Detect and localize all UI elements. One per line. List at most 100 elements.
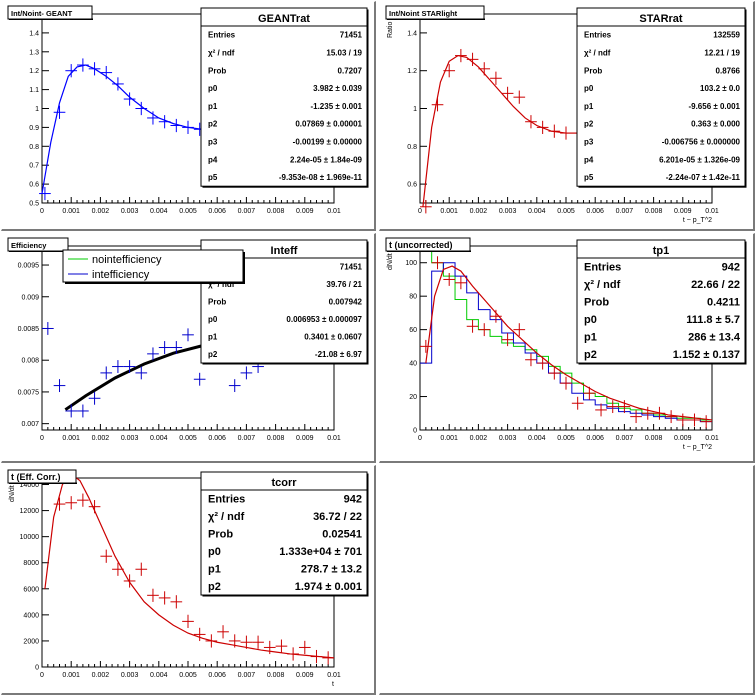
y-tick-label: 1.3 (29, 49, 39, 56)
stats-key: p2 (584, 349, 597, 361)
x-tick-label: 0.003 (499, 435, 517, 442)
x-tick-label: 0.001 (62, 435, 80, 442)
chart-geant-ratio: 0 0.001 0.002 0.003 0.004 0.005 0.006 0.007 0.00… (7, 5, 369, 215)
x-tick-label: 0.008 (645, 435, 663, 442)
y-tick-label: 0.8 (407, 144, 417, 151)
x-tick-label: 0.006 (586, 208, 604, 215)
y-tick-label: 0.8 (29, 144, 39, 151)
y-tick-label: 0 (35, 665, 39, 672)
stats-box (200, 471, 368, 596)
x-tick-label: 0.009 (674, 435, 692, 442)
stats-value: 71451 (340, 263, 363, 272)
x-tick-label: 0.009 (296, 208, 314, 215)
stats-value: -2.24e-07 ± 1.42e-11 (666, 173, 741, 182)
stats-key: p0 (584, 314, 597, 326)
fit-curve (44, 473, 335, 659)
x-tick-label: 0.007 (616, 208, 634, 215)
y-tick-label: 0.007 (21, 421, 39, 428)
plot-title: Efficiency (11, 241, 47, 250)
x-tick-label: 0.01 (327, 435, 341, 442)
pad-geant-ratio[interactable]: 0 0.001 0.002 0.003 0.004 0.005 0.006 0.007 0.00… (1, 1, 376, 231)
stats-value: 1.974 ± 0.001 (295, 581, 362, 593)
x-tick-label: 0.002 (470, 208, 488, 215)
x-tick-label: 0.003 (121, 208, 139, 215)
x-tick-label: 0.01 (705, 208, 719, 215)
y-tick-label: 0 (413, 428, 417, 435)
stats-key: p1 (584, 332, 597, 344)
x-axis-label: t ~ p_T^2 (683, 444, 712, 451)
stats-key: p0 (208, 546, 221, 558)
y-axis-label: dN/dt (9, 485, 16, 502)
stats-key: p1 (208, 564, 221, 576)
y-tick-label: 0.5 (29, 201, 39, 208)
x-tick-label: 0.009 (296, 672, 314, 679)
x-tick-label: 0.007 (238, 435, 256, 442)
pad-starlight-ratio[interactable]: 0 0.001 0.002 0.003 0.004 0.005 0.006 0.007 0.00… (379, 1, 755, 231)
legend-label-0: nointefficiency (92, 254, 162, 266)
stats-value: 1.333e+04 ± 701 (279, 546, 362, 558)
pad-t-eff-corr[interactable]: 0 0.001 0.002 0.003 0.004 0.005 0.006 0.007 0.00… (1, 465, 376, 695)
x-tick-label: 0.005 (179, 208, 197, 215)
stats-key: p5 (584, 173, 594, 182)
stats-box (200, 7, 368, 187)
x-tick-label: 0.008 (267, 208, 285, 215)
stats-key: χ² / ndf (208, 49, 235, 58)
stats-value: 286 ± 13.4 (688, 332, 741, 344)
x-tick-label: 0.004 (150, 672, 168, 679)
stats-key: Prob (208, 529, 233, 541)
stats-name: STARrat (639, 13, 683, 25)
stats-key: Entries (208, 494, 245, 506)
x-axis-label: t (332, 681, 334, 688)
x-tick-label: 0 (40, 672, 44, 679)
stats-key: Entries (208, 31, 236, 40)
stats-value: 6.201e-05 ± 1.326e-09 (659, 155, 740, 164)
plot-title: t (uncorrected) (389, 240, 453, 250)
stats-key: χ² / ndf (208, 511, 245, 523)
x-tick-label: 0.009 (674, 208, 692, 215)
pad-t-uncorrected[interactable]: 0 0.001 0.002 0.003 0.004 0.005 0.006 0.007 0.00… (379, 233, 755, 463)
y-tick-label: 0.0075 (18, 389, 40, 396)
y-tick-label: 4000 (23, 612, 39, 619)
stats-key: p3 (584, 138, 594, 147)
x-tick-label: 0.002 (470, 435, 488, 442)
y-tick-label: 0.6 (407, 182, 417, 189)
x-tick-label: 0.002 (92, 672, 110, 679)
stats-key: p2 (208, 581, 221, 593)
x-tick-label: 0.001 (62, 208, 80, 215)
stats-key: p3 (208, 138, 218, 147)
x-tick-label: 0.006 (208, 435, 226, 442)
stats-value: -9.656 ± 0.001 (688, 102, 740, 111)
stats-value: 36.72 / 22 (313, 511, 362, 523)
chart-t-uncorrected: 0 0.001 0.002 0.003 0.004 0.005 0.006 0.007 0.00… (385, 237, 747, 451)
stats-name: tp1 (653, 245, 670, 257)
pad-empty[interactable] (379, 465, 755, 695)
stats-key: p1 (208, 102, 218, 111)
stats-value: 12.21 / 19 (704, 49, 740, 58)
y-tick-label: 6000 (23, 586, 39, 593)
stats-key: p5 (208, 173, 218, 182)
stats-key: Prob (208, 298, 226, 307)
stats-value: 942 (344, 494, 362, 506)
y-tick-label: 100 (405, 260, 417, 267)
histogram-series-1 (420, 262, 712, 423)
stats-key: p2 (584, 120, 594, 129)
stats-value: 0.006953 ± 0.000097 (286, 315, 362, 324)
stats-value: 111.8 ± 5.7 (686, 314, 740, 326)
chart-t-eff-corr: 0 0.001 0.002 0.003 0.004 0.005 0.006 0.007 0.00… (7, 469, 369, 688)
x-tick-label: 0.004 (150, 435, 168, 442)
pad-efficiency[interactable]: 0 0.001 0.002 0.003 0.004 0.005 0.006 0.007 0.00… (1, 233, 376, 463)
stats-key: χ² / ndf (208, 280, 235, 289)
stats-value: -21.08 ± 6.97 (315, 350, 363, 359)
y-tick-label: 0.7 (29, 163, 39, 170)
fit-curve (425, 265, 713, 421)
stats-value: 39.76 / 21 (326, 280, 362, 289)
y-tick-label: 10000 (20, 534, 40, 541)
y-tick-label: 0.6 (29, 182, 39, 189)
y-tick-label: 0.008 (21, 358, 39, 365)
y-tick-label: 14000 (20, 482, 40, 489)
legend-label-1: intefficiency (92, 269, 150, 281)
y-tick-label: 0.9 (29, 125, 39, 132)
y-tick-label: 1 (413, 106, 417, 113)
x-tick-label: 0 (40, 435, 44, 442)
y-tick-label: 8000 (23, 560, 39, 567)
